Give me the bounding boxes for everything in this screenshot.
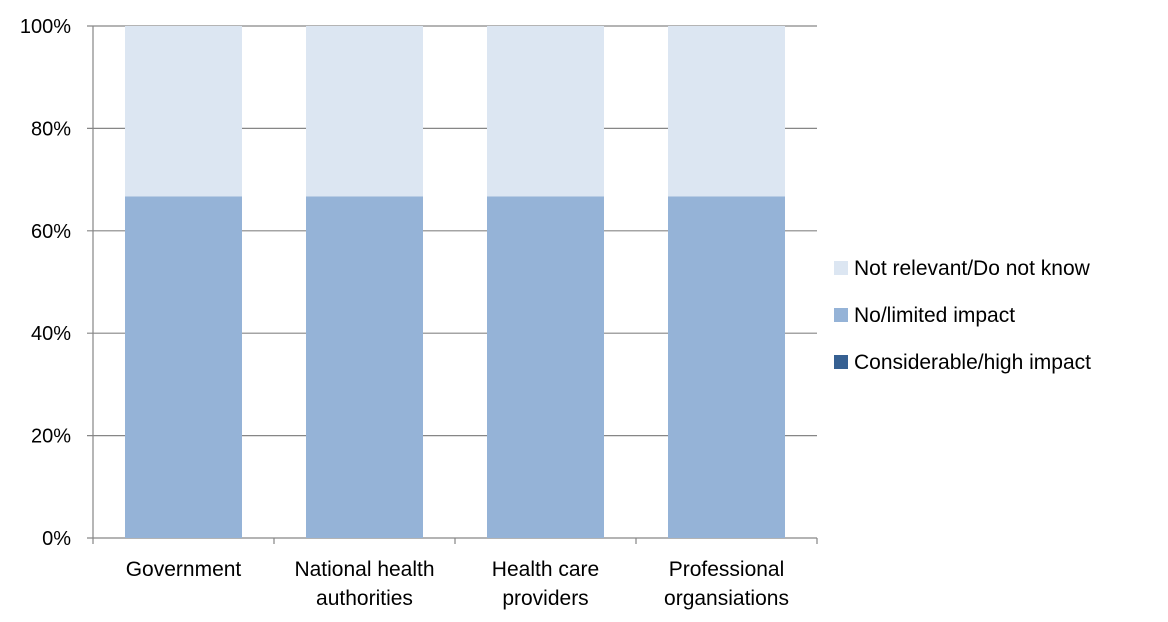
bar-segment — [306, 26, 423, 197]
category-label: providers — [502, 587, 588, 610]
bar-segment — [487, 196, 604, 538]
y-tick-label: 40% — [31, 323, 71, 345]
category-label: organsiations — [664, 587, 789, 610]
category-label: Government — [126, 558, 242, 581]
legend-swatch — [834, 308, 848, 322]
category-label: authorities — [316, 587, 413, 610]
category-label: Health care — [492, 558, 599, 581]
y-tick-label: 80% — [31, 118, 71, 140]
category-label: National health — [294, 558, 434, 581]
legend-swatch — [834, 355, 848, 369]
bar-segment — [306, 196, 423, 538]
legend-label: No/limited impact — [854, 304, 1015, 327]
y-tick-label: 20% — [31, 426, 71, 448]
bar-segment — [125, 196, 242, 538]
bar-segment — [125, 26, 242, 197]
y-tick-label: 100% — [20, 16, 71, 38]
legend-label: Not relevant/Do not know — [854, 257, 1091, 280]
category-label: Professional — [669, 558, 785, 581]
y-tick-label: 0% — [42, 528, 71, 550]
legend-swatch — [834, 261, 848, 275]
bar-segment — [487, 26, 604, 197]
y-tick-label: 60% — [31, 221, 71, 243]
bar-segment — [668, 196, 785, 538]
bar-segment — [668, 26, 785, 197]
legend-label: Considerable/high impact — [854, 351, 1091, 374]
